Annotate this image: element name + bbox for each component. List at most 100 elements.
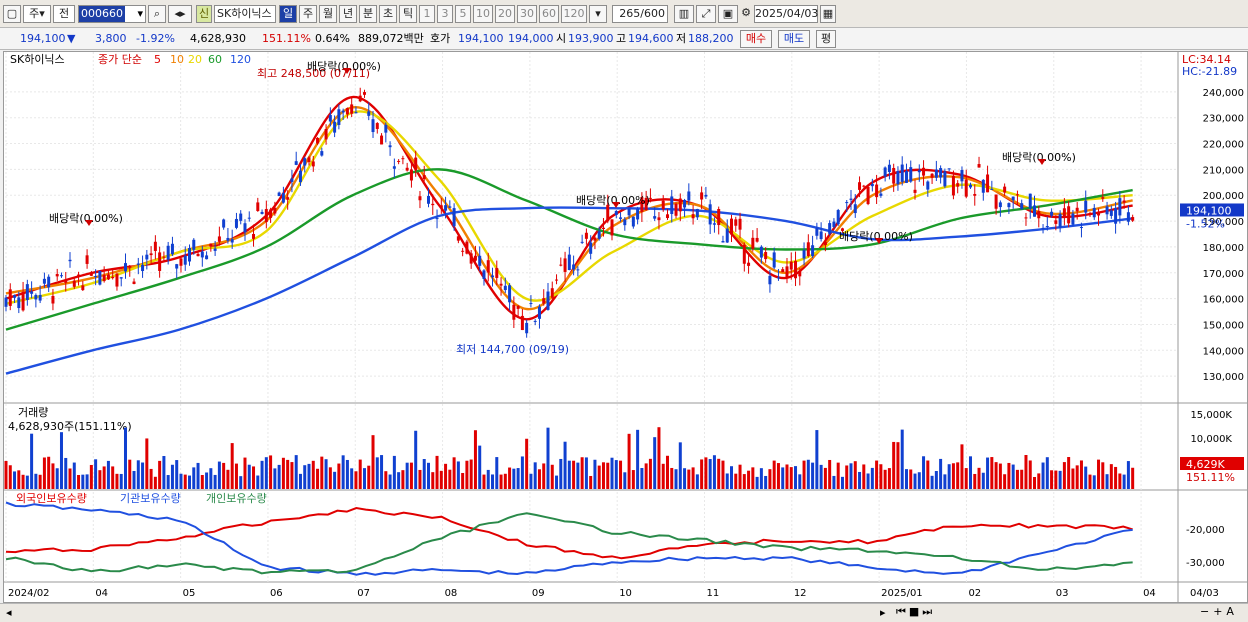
- candle-body: [789, 261, 793, 270]
- volume-bar: [13, 471, 17, 489]
- candle-body: [781, 269, 785, 273]
- speaker-icon[interactable]: ◂▸: [168, 5, 192, 23]
- save-icon[interactable]: ▣: [718, 5, 738, 23]
- sell-button[interactable]: 매도: [778, 30, 810, 48]
- candle-body: [1126, 212, 1130, 222]
- interval-1-button[interactable]: 1: [419, 5, 435, 23]
- period-tick-button[interactable]: 틱: [399, 5, 417, 23]
- stock-code-input[interactable]: 000660 ▾: [78, 5, 146, 23]
- x-tick-label: 05: [183, 588, 196, 599]
- date-field[interactable]: 2025/04/03: [754, 5, 818, 23]
- candle-body: [930, 173, 934, 178]
- ma-legend-label: 종가 단순: [98, 53, 142, 66]
- interval-60-button[interactable]: 60: [539, 5, 559, 23]
- candle-body: [42, 278, 46, 284]
- candle-body: [964, 179, 968, 197]
- last-pct-tag: -1.52%: [1186, 217, 1225, 230]
- volume-bar: [324, 459, 328, 489]
- volume-bar: [486, 469, 490, 489]
- volume-bar: [776, 463, 780, 489]
- volume-bar: [38, 474, 42, 489]
- volume-bar: [1079, 460, 1083, 489]
- volume-bar: [311, 460, 315, 489]
- x-tick-label: 11: [707, 588, 720, 599]
- candle-body: [525, 322, 529, 334]
- candle-body: [683, 199, 687, 208]
- volume-bar: [132, 470, 136, 489]
- volume-bar: [930, 475, 934, 489]
- volume-bar: [397, 472, 401, 489]
- period-week-button[interactable]: 주: [299, 5, 317, 23]
- candle-body: [892, 167, 896, 184]
- type-select[interactable]: 주▾: [23, 5, 51, 23]
- volume-bar: [1045, 457, 1049, 489]
- stock-chart-svg[interactable]: 130,000 140,000 150,000 160,000 170,000 180,0…: [4, 52, 1247, 602]
- gear-icon[interactable]: ⚙: [741, 6, 751, 19]
- volume-bar: [1054, 470, 1058, 489]
- interval-120-button[interactable]: 120: [561, 5, 587, 23]
- volume-bar: [1007, 462, 1011, 489]
- eval-button[interactable]: 평: [816, 30, 836, 48]
- candle-body: [887, 164, 891, 172]
- candle-body: [106, 274, 110, 280]
- scroll-right-icon[interactable]: ▸: [880, 606, 886, 619]
- bar-count-value: 265: [619, 7, 641, 20]
- stock-name-field[interactable]: SK하이닉스: [214, 5, 276, 23]
- period-day-button[interactable]: 일: [279, 5, 297, 23]
- zoom-controls[interactable]: −+A: [1200, 605, 1238, 618]
- volume-bar: [106, 460, 110, 489]
- buy-button[interactable]: 매수: [740, 30, 772, 48]
- volume-bar: [260, 460, 264, 489]
- scroll-left-icon[interactable]: ◂: [6, 606, 12, 619]
- volume-bar: [811, 462, 815, 489]
- playback-controls[interactable]: ⏮■⏭: [896, 605, 936, 618]
- candle-body: [337, 109, 341, 125]
- period-minute-button[interactable]: 분: [359, 5, 377, 23]
- volume-bar: [717, 458, 721, 489]
- interval-dropdown[interactable]: ▾: [589, 5, 607, 23]
- candle-body: [516, 305, 520, 309]
- candle-body: [1122, 200, 1126, 203]
- interval-20-button[interactable]: 20: [495, 5, 515, 23]
- volume-bar: [542, 463, 546, 489]
- interval-30-button[interactable]: 30: [517, 5, 537, 23]
- candle-body: [559, 264, 563, 266]
- candle-body: [768, 275, 772, 285]
- price-tick-label: 130,000: [1203, 372, 1244, 383]
- ma-legend-120: 120: [230, 53, 251, 66]
- chart-settings-icon[interactable]: ▥: [674, 5, 694, 23]
- search-icon[interactable]: ⌕: [148, 5, 166, 23]
- window-icon[interactable]: ▢: [3, 5, 21, 23]
- volume-bar: [256, 475, 260, 489]
- price-tick-label: 200,000: [1203, 191, 1244, 202]
- volume-bar: [520, 456, 524, 489]
- volume-bar: [1114, 466, 1118, 489]
- period-month-button[interactable]: 월: [319, 5, 337, 23]
- interval-5-button[interactable]: 5: [455, 5, 471, 23]
- candle-body: [742, 245, 746, 264]
- candle-body: [883, 167, 887, 177]
- period-year-button[interactable]: 년: [339, 5, 357, 23]
- volume-bar: [704, 457, 708, 489]
- interval-10-button[interactable]: 10: [473, 5, 493, 23]
- volume-bar: [695, 474, 699, 489]
- candle-body: [21, 291, 25, 311]
- prev-button[interactable]: 전: [53, 5, 75, 23]
- bar-count-field[interactable]: 265/600: [612, 5, 668, 23]
- chart-area[interactable]: 130,000 140,000 150,000 160,000 170,000 180,0…: [3, 51, 1248, 603]
- candle-body: [542, 298, 546, 304]
- candle-body: [1118, 198, 1122, 216]
- candle-body: [209, 243, 213, 247]
- volume-bar: [529, 473, 533, 489]
- volume-bar: [879, 464, 883, 489]
- interval-3-button[interactable]: 3: [437, 5, 453, 23]
- draw-tool-icon[interactable]: ⤢: [696, 5, 716, 23]
- candle-body: [678, 198, 682, 212]
- chart-scrollbar[interactable]: ◂ ▸ ⏮■⏭ −+A: [0, 603, 1248, 622]
- candle-body: [179, 258, 183, 266]
- volume-bar: [815, 430, 819, 489]
- volume-bar: [1020, 469, 1024, 489]
- calendar-icon[interactable]: ▦: [820, 5, 836, 23]
- candle-body: [239, 213, 243, 221]
- period-second-button[interactable]: 초: [379, 5, 397, 23]
